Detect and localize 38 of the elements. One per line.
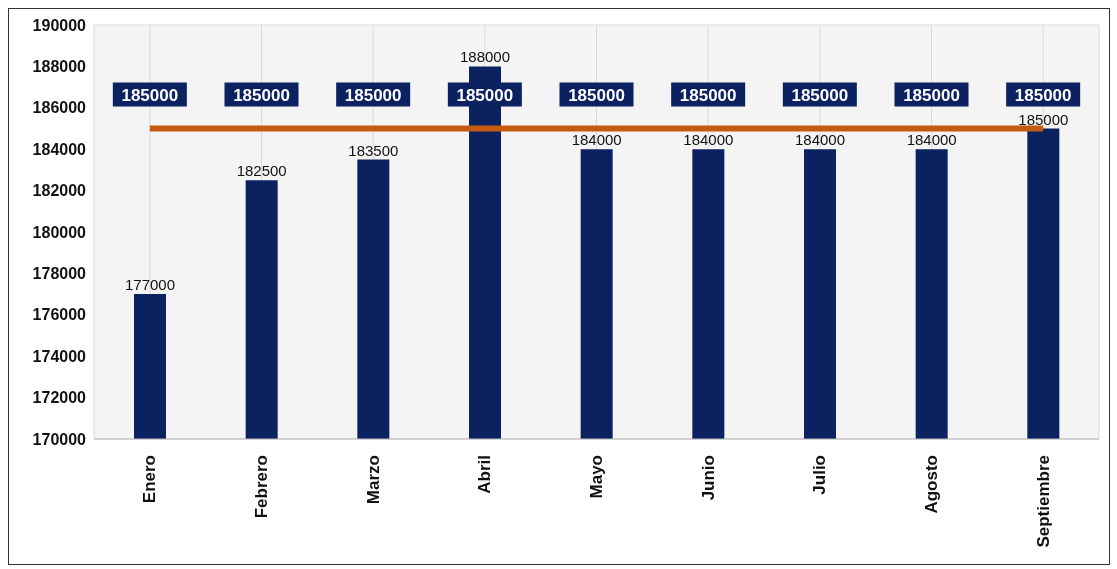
x-tick-label: Mayo [587,455,606,499]
y-tick-label: 172000 [32,389,87,407]
data-label: 184000 [683,131,734,149]
y-tick-label: 178000 [32,265,87,283]
x-tick-label: Septiembre [1033,455,1053,548]
data-label: 177000 [124,276,176,294]
data-label: 185000 [791,85,849,105]
data-label: 185000 [344,85,402,105]
data-label: 185000 [679,85,737,105]
y-tick-label: 188000 [32,58,87,76]
data-label: 183500 [348,141,399,159]
x-tick-label: Julio [810,455,830,495]
x-tick-label: Enero [140,455,160,504]
data-label: 188000 [459,48,511,66]
y-tick-label: 190000 [32,16,87,34]
data-label: 184000 [906,131,957,149]
y-tick-label: 174000 [32,347,87,365]
x-tick-label: Marzo [363,455,383,505]
y-tick-label: 184000 [32,140,87,158]
x-tick-label: Abril [475,455,495,494]
data-label: 184000 [571,131,622,149]
y-tick-label: 182000 [32,182,87,200]
x-tick-label: Febrero [252,455,271,519]
x-tick-label: Agosto [922,455,941,514]
x-tick-label: Junio [698,455,718,501]
data-label: 185000 [903,85,960,105]
data-label: 185000 [233,85,290,105]
data-label: 185000 [121,85,179,105]
y-tick-label: 180000 [32,223,87,241]
y-tick-label: 186000 [32,99,87,117]
data-label: 185000 [1014,85,1072,105]
data-label: 184000 [794,131,846,149]
data-label: 185000 [456,85,514,105]
data-label: 182500 [236,162,287,180]
y-tick-label: 170000 [32,430,87,448]
data-label: 185000 [1018,110,1069,128]
y-tick-label: 176000 [32,306,87,324]
data-label: 185000 [568,85,625,105]
